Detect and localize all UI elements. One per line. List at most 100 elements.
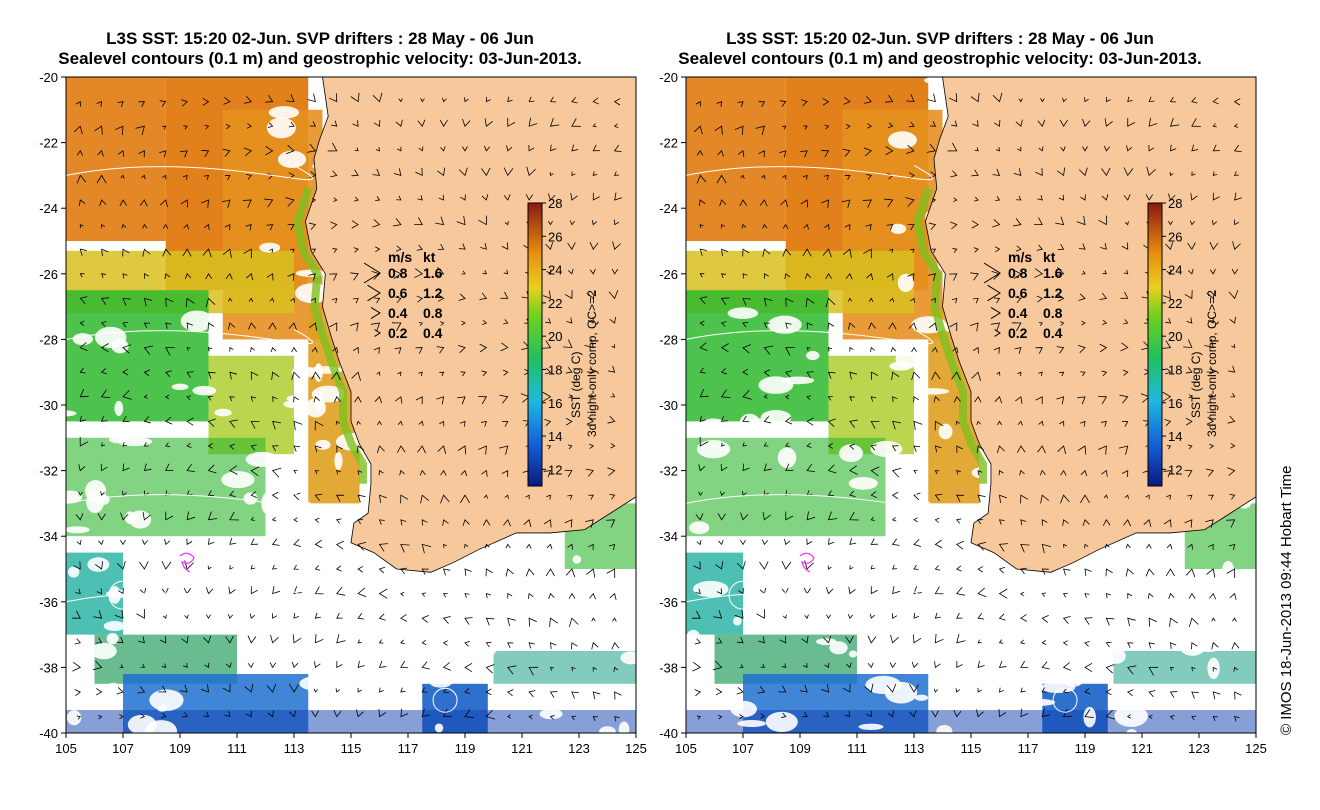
legend-ms-value: 0.6 [1008,285,1028,301]
lat-tick-label: -34 [659,529,678,544]
title-line-2: Sealevel contours (0.1 m) and geostrophi… [58,49,582,68]
drifter-track [179,552,195,573]
legend-kt-value: 0.8 [423,305,443,321]
lon-tick-label: 113 [284,741,305,756]
lat-tick-label: -30 [659,398,678,413]
legend-ms-value: 0.4 [1008,305,1028,321]
colorbar-tick-label: 26 [548,229,562,244]
legend-header-kt: kt [423,249,436,265]
lon-tick-label: 123 [568,741,590,756]
colorbar-label: SST (deg C) [569,352,583,418]
lon-tick-label: 115 [961,741,982,756]
lon-tick-label: 109 [169,741,191,756]
legend-ms-value: 0.8 [388,265,408,281]
lat-tick-label: -24 [39,201,58,216]
sst-patch [66,290,209,422]
panel-title-left: L3S SST: 15:20 02-Jun. SVP drifters : 28… [10,29,630,69]
sst-patch [686,77,786,241]
colorbar-tick-label: 28 [548,196,562,211]
colorbar-label: SST (deg C) [1189,352,1203,418]
legend-kt-value: 0.8 [1043,305,1063,321]
sst-patch [1113,651,1256,684]
copyright-text: © IMOS 18-Jun-2013 09:44 Hobart Time [1278,465,1295,735]
lat-tick-label: -20 [659,70,678,85]
lat-tick-label: -22 [39,136,58,151]
lat-tick-label: -26 [39,267,58,282]
lat-tick-label: -38 [39,660,58,675]
lon-tick-label: 119 [455,741,476,756]
legend-arrow-icon [370,306,381,320]
legend-arrow-icon [367,284,381,302]
lon-tick-label: 107 [112,741,134,756]
lat-tick-label: -28 [659,332,678,347]
lat-tick-label: -40 [659,726,678,741]
colorbar-tick-label: 14 [548,429,562,444]
legend-ms-value: 0.6 [388,285,408,301]
colorbar [1147,202,1163,487]
lat-tick-label: -32 [39,464,58,479]
colorbar-tick-label: 26 [1168,229,1182,244]
land-mass [924,77,1256,573]
legend-kt-value: 1.2 [1043,285,1063,301]
lat-tick-label: -24 [659,201,678,216]
lon-tick-label: 119 [1075,741,1096,756]
lat-tick-label: -38 [659,660,678,675]
legend-arrow-icon [374,329,381,337]
legend-ms-value: 0.8 [1008,265,1028,281]
lon-tick-label: 125 [1245,741,1267,756]
legend-kt-value: 0.4 [1043,325,1063,341]
lat-tick-label: -36 [659,595,678,610]
colorbar-tick-label: 20 [548,329,562,344]
title-line-1: L3S SST: 15:20 02-Jun. SVP drifters : 28… [726,29,1154,48]
legend-kt-value: 1.2 [423,285,443,301]
legend-ms-value: 0.2 [1008,325,1028,341]
colorbar-tick-label: 22 [548,296,562,311]
colorbar-tick-label: 12 [1168,462,1182,477]
legend-ms-value: 0.4 [388,305,408,321]
lon-tick-label: 111 [847,741,867,756]
legend-arrow-icon [983,262,1001,284]
panel-title-right: L3S SST: 15:20 02-Jun. SVP drifters : 28… [630,29,1250,69]
legend-kt-value: 0.4 [423,325,443,341]
legend-header-ms: m/s [1008,249,1032,265]
lon-tick-label: 109 [789,741,811,756]
lat-tick-label: -20 [39,70,58,85]
lat-tick-label: -28 [39,332,58,347]
legend-kt-value: 1.6 [423,265,443,281]
colorbar-sublabel: 3d night-only comp, QC>=2 [585,290,599,437]
colorbar-sublabel: 3d night-only comp, QC>=2 [1205,290,1219,437]
lon-tick-label: 121 [1131,741,1153,756]
lat-tick-label: -40 [39,726,58,741]
lat-tick-label: -26 [659,267,678,282]
colorbar [527,202,543,487]
land-mass [304,77,636,573]
lat-tick-label: -32 [659,464,678,479]
colorbar-tick-label: 28 [1168,196,1182,211]
lon-tick-label: 117 [398,741,419,756]
colorbar-tick-label: 24 [1168,263,1182,278]
lat-tick-label: -30 [39,398,58,413]
lon-tick-label: 111 [227,741,247,756]
lon-tick-label: 105 [55,741,77,756]
colorbar-tick-label: 24 [548,263,562,278]
title-line-1: L3S SST: 15:20 02-Jun. SVP drifters : 28… [106,29,534,48]
lon-tick-label: 105 [675,741,697,756]
lon-tick-label: 113 [904,741,925,756]
lat-tick-label: -34 [39,529,58,544]
lon-tick-label: 107 [732,741,754,756]
colorbar-tick-label: 22 [1168,296,1182,311]
colorbar-tick-label: 14 [1168,429,1182,444]
colorbar-tick-label: 18 [548,362,562,377]
colorbar-tick-label: 12 [548,462,562,477]
title-line-2: Sealevel contours (0.1 m) and geostrophi… [678,49,1202,68]
colorbar-tick-label: 20 [1168,329,1182,344]
lon-tick-label: 125 [625,741,647,756]
lon-tick-label: 123 [1188,741,1210,756]
sst-patch [493,651,636,684]
colorbar-tick-label: 16 [1168,396,1182,411]
legend-header-kt: kt [1043,249,1056,265]
lon-tick-label: 121 [511,741,533,756]
legend-ms-value: 0.2 [388,325,408,341]
